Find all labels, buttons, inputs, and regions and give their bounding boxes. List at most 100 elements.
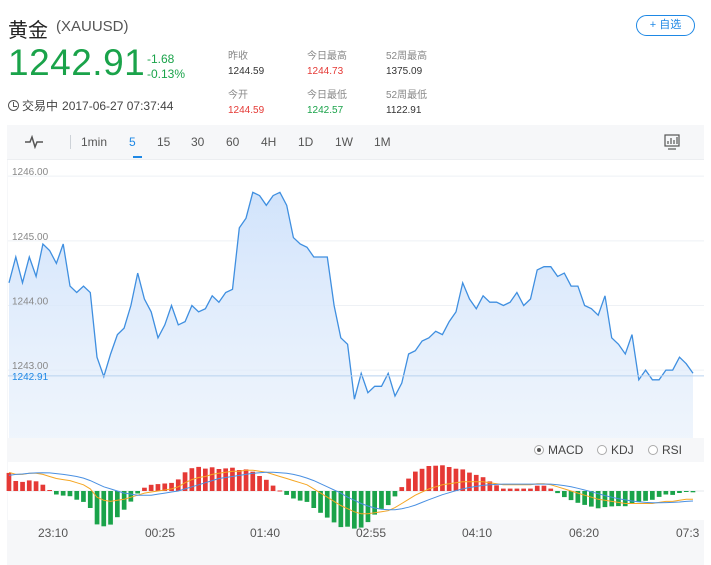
period-60[interactable]: 60 [226, 135, 240, 149]
macd-bar [250, 471, 256, 491]
period-1m[interactable]: 1M [374, 135, 391, 149]
macd-bar [270, 485, 276, 491]
stat-label: 今日最低 [307, 90, 347, 101]
macd-bar [121, 491, 127, 510]
macd-bar [528, 488, 533, 491]
chart-toolbar: 1min 5 15 30 60 4H 1D 1W 1M [7, 125, 704, 160]
period-15[interactable]: 15 [157, 135, 171, 149]
macd-bar [87, 491, 93, 508]
macd-bar [182, 472, 188, 491]
stat-value: 1244.59 [228, 66, 265, 77]
macd-bar [480, 477, 486, 491]
macd-bar [338, 491, 344, 528]
macd-bar [609, 491, 615, 507]
stat-prev-close: 昨收 1244.59 [228, 47, 264, 77]
price-change-percent: -0.13% [147, 67, 186, 81]
stat-value: 1244.59 [228, 105, 265, 116]
instrument-name: 黄金 [8, 20, 48, 42]
toolbar-divider [70, 135, 71, 149]
macd-bar [352, 491, 357, 529]
macd-bar [26, 480, 32, 491]
macd-bar [297, 491, 303, 501]
macd-bar [514, 488, 520, 491]
macd-bar [311, 491, 317, 508]
macd-bar [670, 491, 675, 495]
instrument-code: (XAUUSD) [56, 18, 129, 35]
period-4h[interactable]: 4H [261, 135, 277, 149]
stat-label: 52周最高 [386, 51, 428, 62]
period-30[interactable]: 30 [191, 135, 205, 149]
macd-bar [47, 490, 52, 491]
stat-open: 今开 1244.59 [228, 86, 264, 116]
macd-bar [209, 467, 215, 491]
period-1d[interactable]: 1D [298, 135, 314, 149]
macd-bar [575, 491, 581, 503]
macd-bar [115, 491, 120, 518]
macd-bar [108, 491, 113, 525]
price-area-fill [9, 192, 693, 438]
macd-bar [257, 476, 262, 491]
macd-bar [40, 484, 46, 491]
macd-bar [223, 468, 228, 491]
y-tick-label: 1243.00 [12, 361, 49, 372]
indicator-macd[interactable]: MACD [534, 443, 583, 457]
monitor-chart-icon[interactable] [664, 134, 680, 150]
indicator-rsi[interactable]: RSI [648, 443, 682, 457]
macd-bar [643, 491, 648, 501]
indicator-kdj[interactable]: KDJ [597, 443, 634, 457]
period-1min[interactable]: 1min [81, 135, 108, 149]
macd-bar [473, 474, 479, 491]
macd-bar [169, 482, 174, 491]
stat-value: 1244.73 [307, 66, 344, 77]
stat-value: 1122.91 [386, 105, 422, 116]
macd-bar [602, 491, 608, 508]
macd-bar [650, 491, 655, 500]
stat-52w-low: 52周最低 1122.91 [386, 86, 427, 116]
stat-day-high: 今日最高 1244.73 [307, 47, 347, 77]
macd-bar [142, 487, 147, 491]
period-5[interactable]: 5 [129, 135, 136, 149]
x-tick-label: 00:25 [145, 526, 176, 540]
macd-bar [13, 481, 19, 491]
macd-bar [365, 491, 371, 523]
macd-dif-line [8, 469, 693, 515]
macd-bar [406, 478, 411, 491]
macd-bar [656, 491, 662, 497]
stat-value: 1242.57 [307, 105, 344, 116]
macd-bar [135, 491, 140, 494]
add-to-watchlist-button[interactable]: + 自选 [636, 15, 695, 36]
macd-bar [683, 491, 689, 492]
macd-bar [67, 491, 73, 497]
macd-bar [162, 483, 168, 491]
macd-bar [419, 468, 425, 491]
macd-bar [318, 491, 323, 513]
macd-bar [446, 467, 452, 491]
macd-bar [216, 469, 222, 491]
macd-bar [284, 491, 289, 495]
x-tick-label: 01:40 [250, 526, 281, 540]
period-1w[interactable]: 1W [335, 135, 353, 149]
stat-label: 今日最高 [307, 51, 347, 62]
last-price: 1242.91 [8, 42, 146, 83]
macd-bar [690, 491, 696, 493]
stat-label: 52周最低 [386, 90, 428, 101]
macd-bar [677, 491, 682, 493]
macd-bar [264, 479, 269, 491]
macd-bar [60, 491, 66, 496]
macd-bar [589, 491, 594, 507]
macd-bar [663, 491, 669, 495]
macd-bar [629, 491, 635, 504]
status-text: 交易中 [22, 99, 59, 113]
x-tick-label: 02:55 [356, 526, 387, 540]
y-tick-label: 1244.00 [12, 296, 49, 307]
quote-header: 黄金 (XAUUSD) + 自选 1242.91 -1.68 -0.13% 交易… [0, 0, 711, 125]
pulse-icon[interactable] [25, 135, 43, 149]
macd-bar [243, 469, 249, 491]
radio-selected-icon [534, 445, 544, 455]
trading-status: 交易中 2017-06-27 07:37:44 [8, 97, 177, 114]
macd-bar [555, 491, 560, 494]
macd-bar [6, 472, 12, 491]
indicator-label: RSI [662, 443, 683, 457]
macd-bar [54, 491, 59, 495]
